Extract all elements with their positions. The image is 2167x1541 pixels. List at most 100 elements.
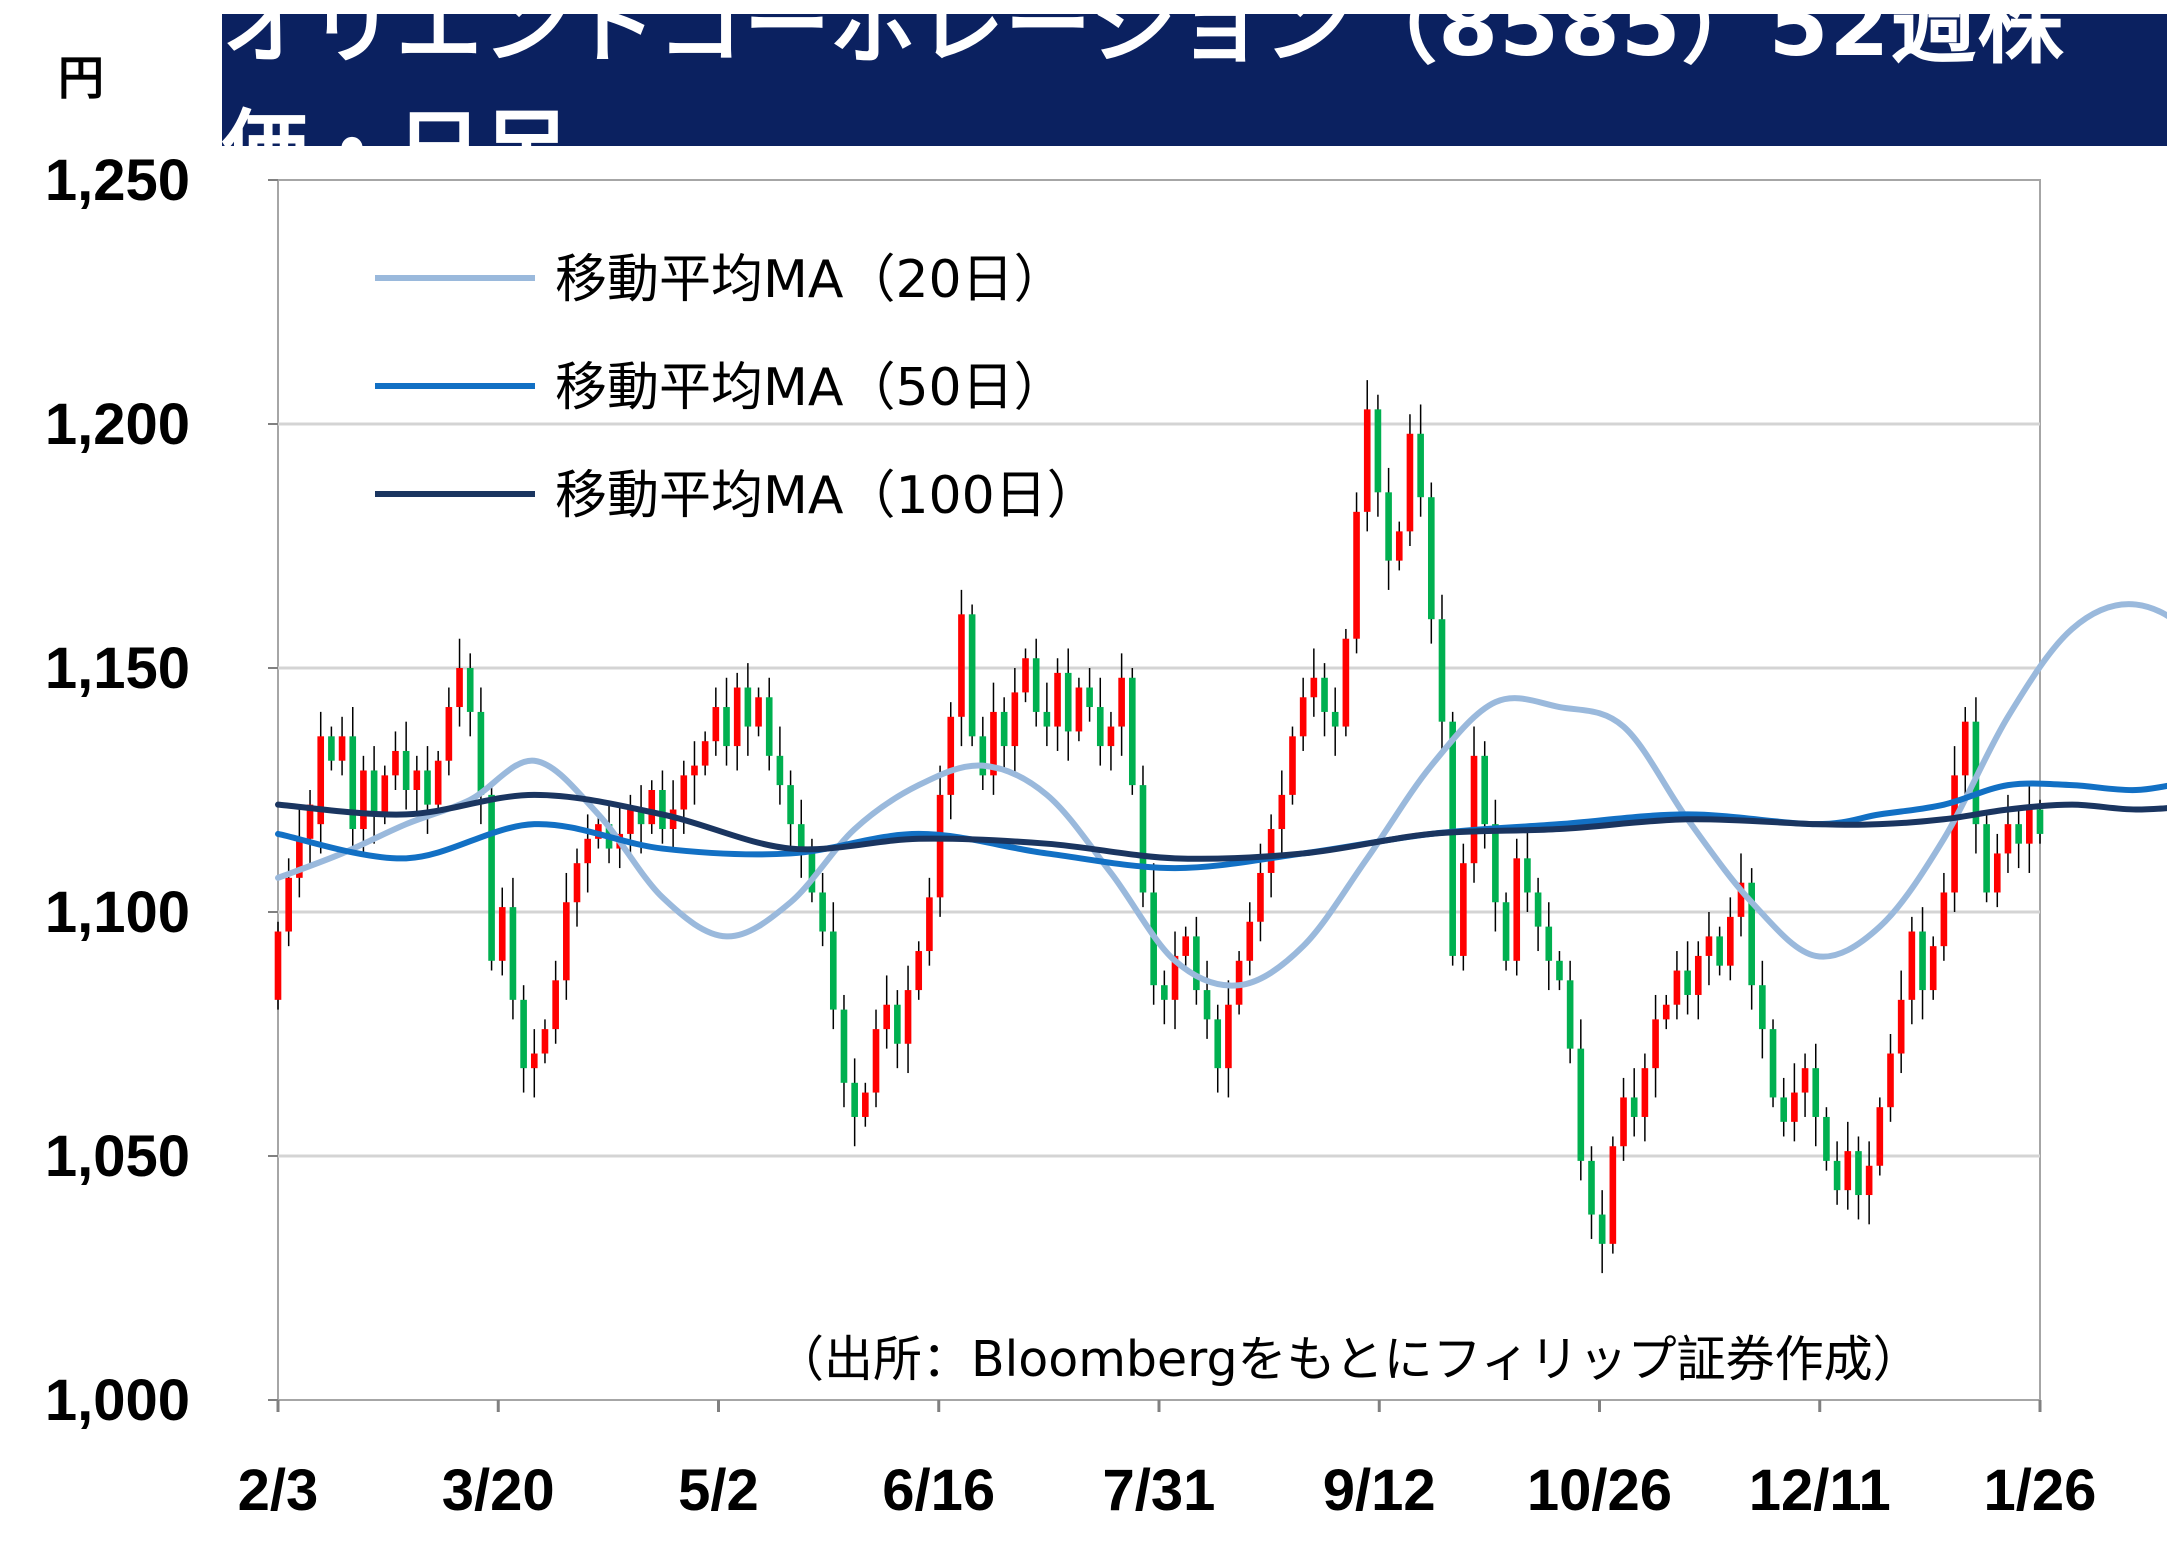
candle-down — [1630, 1097, 1638, 1117]
candle-down — [723, 707, 730, 747]
candle-up — [317, 736, 325, 825]
candle-up — [498, 907, 506, 961]
candle-down — [979, 736, 987, 776]
candle-down — [1331, 711, 1339, 727]
y-tick-label: 1,050 — [45, 1124, 190, 1189]
candle-up — [563, 902, 570, 981]
candle-down — [1128, 677, 1136, 786]
candle-down — [1481, 755, 1489, 825]
candle-up — [648, 790, 656, 825]
candle-up — [1609, 1146, 1617, 1244]
candle-down — [1588, 1160, 1595, 1215]
candle-up — [1641, 1068, 1649, 1117]
candle-up — [1363, 409, 1371, 512]
candle-down — [1214, 1019, 1222, 1069]
legend-label: 移動平均MA（50日） — [555, 358, 1066, 418]
candle-up — [274, 931, 282, 1000]
candle-up — [1694, 955, 1702, 995]
candle-down — [1833, 1160, 1841, 1191]
candle-up — [1107, 726, 1115, 747]
candle-down — [1086, 687, 1093, 708]
candle-up — [1182, 936, 1190, 956]
y-tick-label: 1,000 — [45, 1368, 190, 1433]
x-tick-label: 3/20 — [442, 1458, 555, 1523]
candle-up — [1406, 433, 1414, 532]
candle-down — [829, 931, 837, 1010]
candle-down — [1919, 931, 1926, 991]
candle-down — [840, 1009, 848, 1083]
candle-up — [701, 741, 709, 766]
candle-down — [1524, 858, 1531, 893]
candle-down — [1759, 985, 1766, 1030]
candle-down — [787, 785, 794, 825]
y-tick-label: 1,150 — [45, 636, 190, 701]
ma-line-50 — [275, 780, 2167, 872]
candle-down — [1438, 619, 1446, 722]
candle-up — [990, 711, 997, 776]
candle-down — [2015, 824, 2022, 844]
candle-up — [1961, 721, 1969, 776]
candle-up — [627, 809, 634, 834]
candle-up — [1310, 677, 1318, 698]
x-tick-label: 2/3 — [238, 1458, 319, 1523]
candle-down — [1769, 1029, 1777, 1098]
ma-line-100 — [275, 791, 2167, 862]
y-axis-unit: 円 — [58, 51, 104, 105]
candle-up — [2026, 809, 2033, 844]
candle-up — [1727, 916, 1734, 966]
candle-up — [1876, 1107, 1884, 1166]
candle-down — [1417, 433, 1424, 498]
candle-up — [904, 990, 912, 1044]
candle-up — [584, 838, 591, 864]
candle-down — [1139, 785, 1147, 893]
x-tick-label: 12/11 — [1749, 1458, 1891, 1523]
candle-up — [1267, 829, 1275, 873]
candle-up — [285, 877, 292, 932]
candle-up — [1171, 955, 1179, 1000]
candle-down — [1000, 711, 1008, 747]
candle-up — [296, 838, 303, 878]
candle-up — [1652, 1019, 1659, 1069]
candle-down — [1043, 711, 1051, 727]
candle-down — [1855, 1151, 1862, 1196]
candle-down — [776, 755, 784, 786]
candle-up — [1513, 858, 1521, 961]
candle-up — [1225, 1004, 1232, 1069]
candle-down — [1502, 902, 1510, 961]
candle-up — [712, 707, 720, 742]
candle-up — [413, 770, 421, 790]
candle-up — [1844, 1151, 1852, 1191]
x-tick-label: 9/12 — [1323, 1458, 1436, 1523]
candle-down — [1161, 985, 1168, 1000]
candle-up — [883, 1004, 891, 1030]
candle-up — [573, 863, 581, 903]
candle-up — [733, 687, 741, 747]
candle-up — [1662, 1004, 1670, 1020]
candle-down — [1545, 926, 1553, 961]
legend-label: 移動平均MA（20日） — [555, 250, 1066, 310]
x-tick-label: 6/16 — [882, 1458, 995, 1523]
candle-up — [1887, 1053, 1894, 1108]
candle-up — [1929, 946, 1937, 991]
candle-up — [936, 794, 944, 898]
candle-down — [1716, 936, 1723, 966]
candle-up — [456, 668, 463, 708]
x-axis-tick-labels: 2/3 3/20 5/2 6/16 7/31 9/12 10/26 12/11 1/26 — [238, 1458, 2097, 1523]
candle-down — [659, 790, 666, 830]
legend-label: 移動平均MA（100日） — [555, 466, 1099, 526]
candle-up — [1791, 1092, 1798, 1122]
candle-up — [926, 897, 933, 952]
candle-down — [349, 736, 357, 830]
candle-up — [691, 765, 698, 776]
candle-down — [744, 687, 752, 727]
candle-up — [306, 804, 314, 839]
candle-down — [1385, 492, 1392, 561]
candle-down — [1064, 672, 1072, 732]
candle-down — [1449, 721, 1456, 956]
candle-up — [530, 1053, 538, 1069]
candle-up — [2004, 824, 2012, 854]
candle-up — [1470, 755, 1478, 864]
candle-up — [1801, 1068, 1809, 1093]
